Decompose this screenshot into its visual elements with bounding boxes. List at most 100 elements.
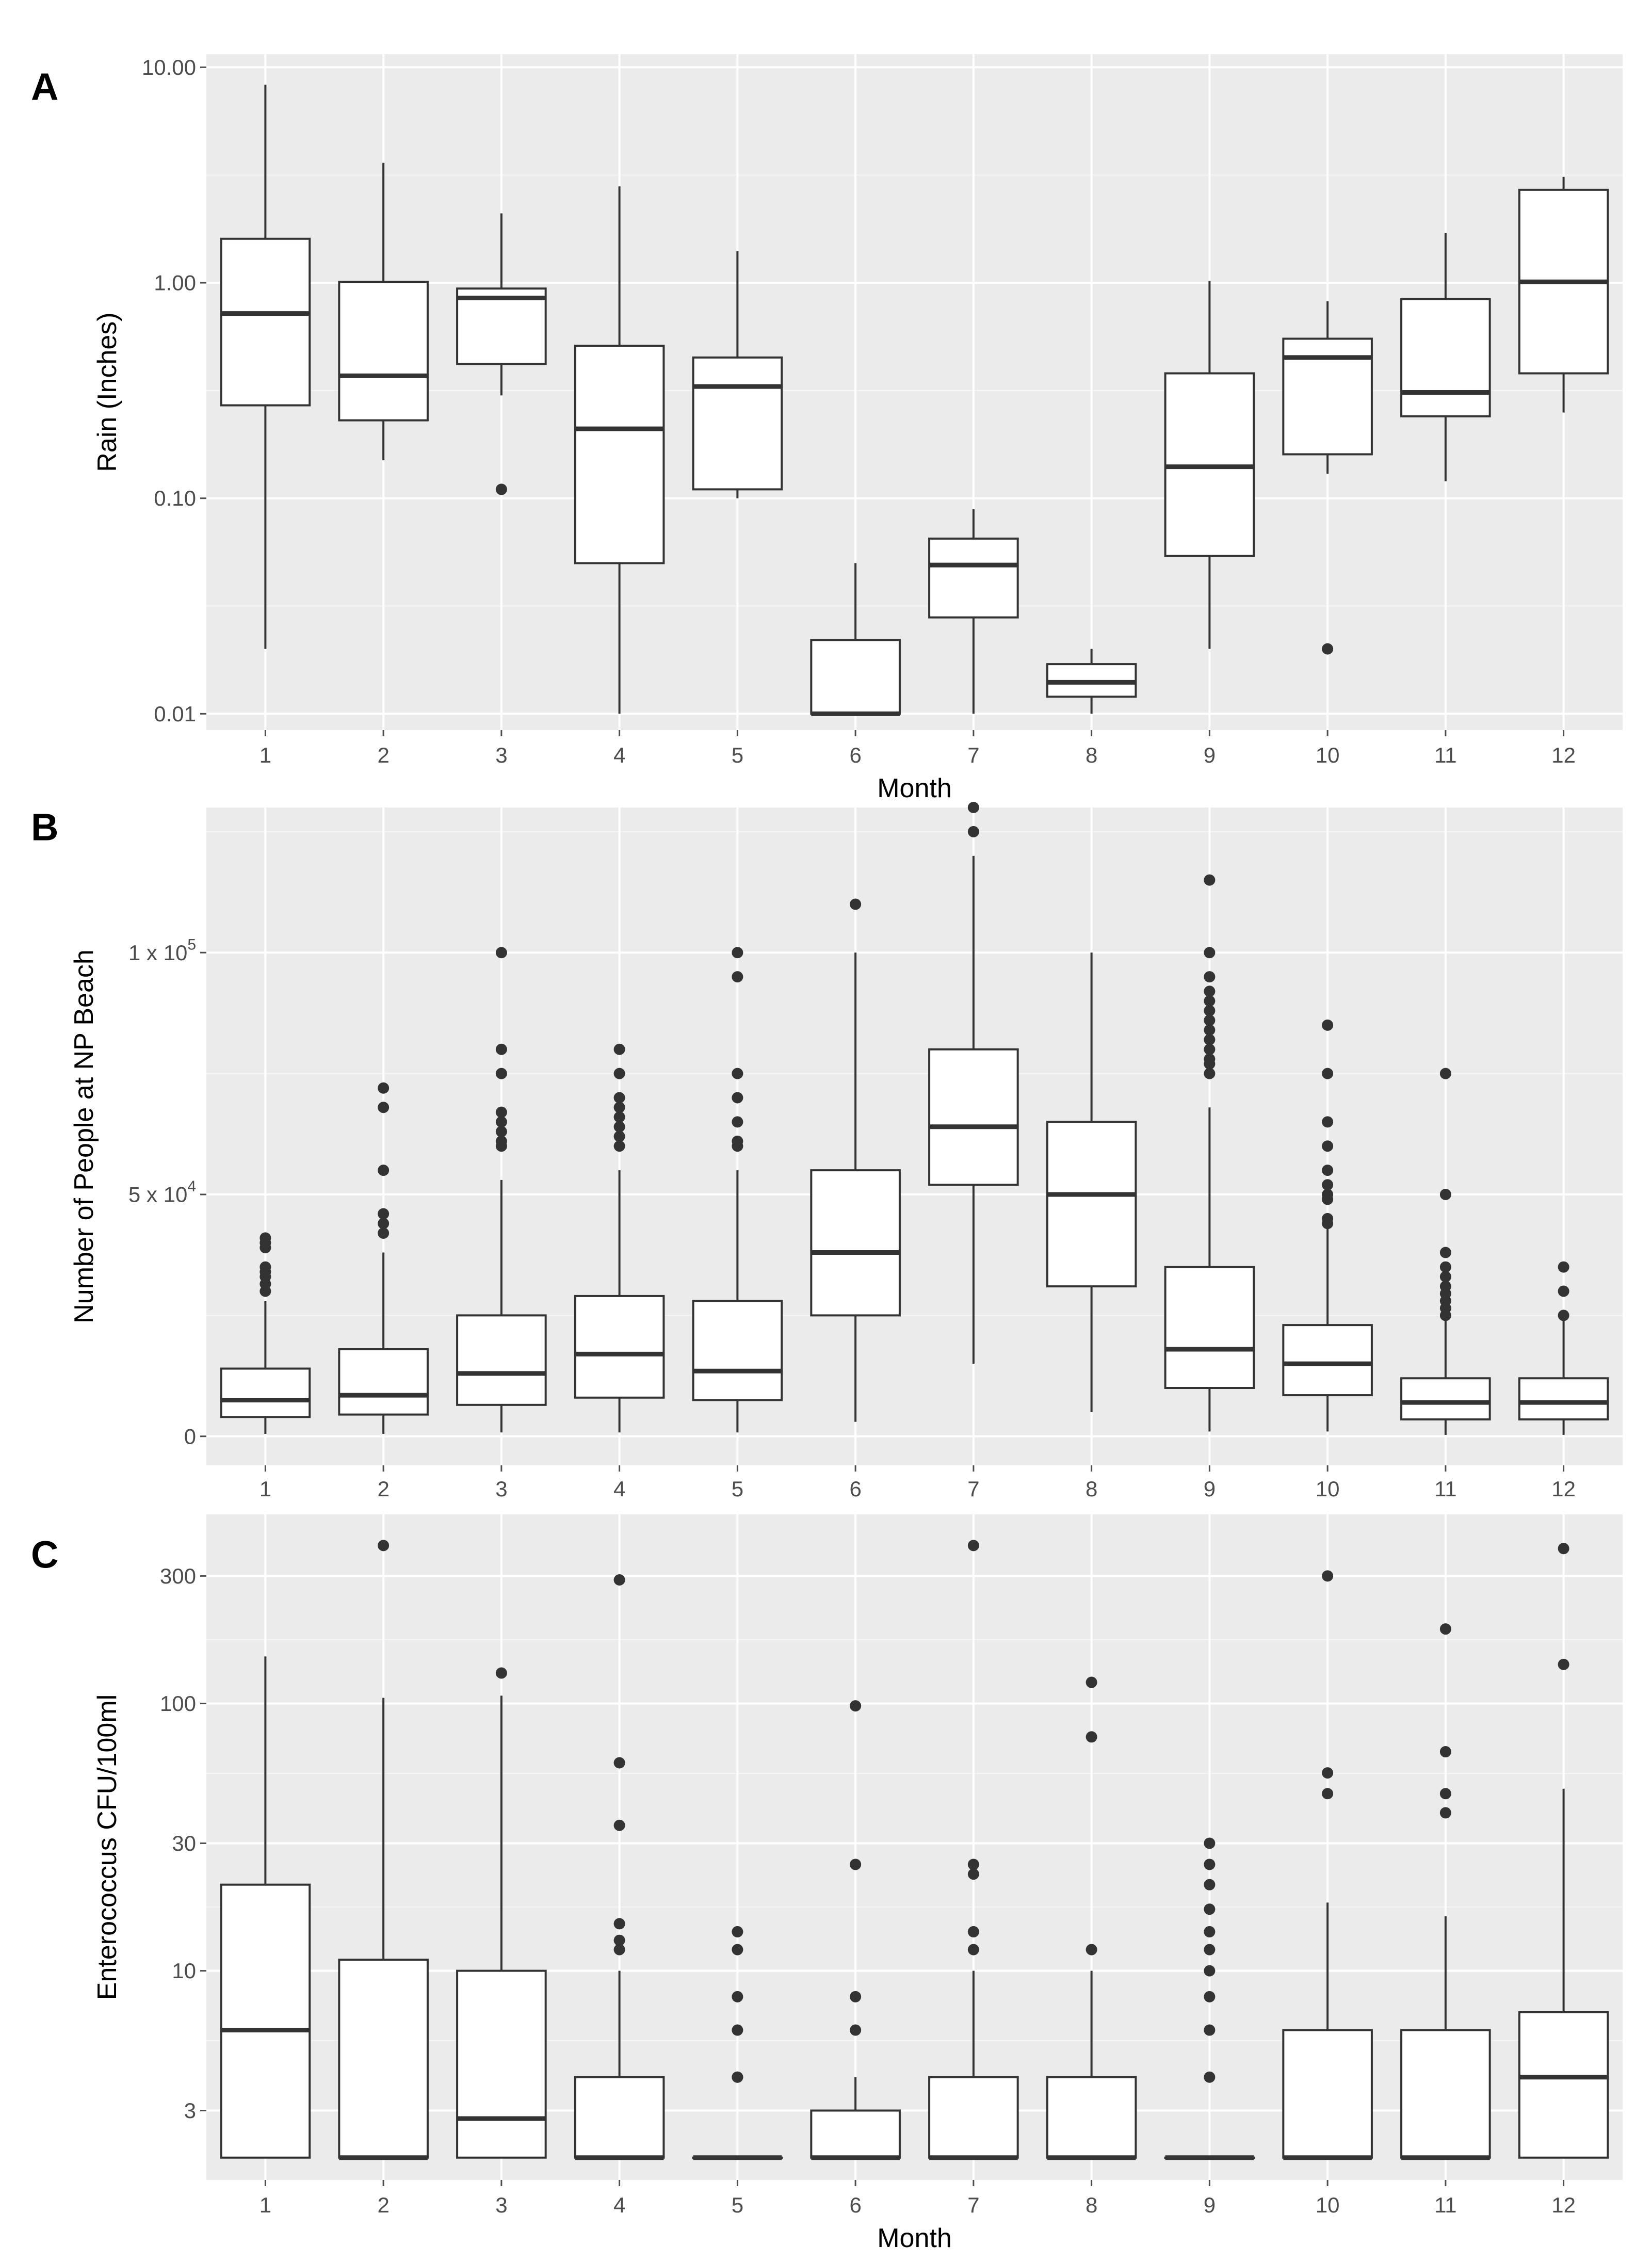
x-tick-label: 1 [260,1477,271,1501]
outlier-point [1204,1991,1216,2002]
outlier-point [1322,1570,1334,1582]
outlier-point [1204,1879,1216,1891]
box-iqr [338,281,429,422]
x-axis-title: Month [877,2223,952,2253]
plot-background [206,54,1623,730]
y-tick-label: 5 x 104 [128,1178,196,1207]
outlier-point [613,1068,625,1079]
outlier-point [1322,1213,1334,1224]
outlier-point [378,1227,390,1239]
x-tick-label: 9 [1204,743,1216,767]
x-tick-label: 4 [613,2193,625,2217]
box-month-5 [692,947,783,1433]
outlier-point [613,1043,625,1055]
x-tick-label: 4 [613,1477,625,1501]
x-tick-label: 3 [495,743,507,767]
outlier-point [1204,1005,1216,1016]
outlier-point [613,1944,625,1956]
outlier-point [1086,1944,1097,1956]
x-tick-label: 2 [377,743,389,767]
outlier-point [613,1111,625,1123]
x-tick-label: 8 [1086,2193,1097,2217]
box-iqr [692,356,783,491]
outlier-point [850,2024,862,2036]
box-month-7 [928,1540,1019,2160]
y-tick-label: 1 x 105 [128,936,196,965]
x-tick-label: 8 [1086,743,1097,767]
outlier-point [1204,995,1216,1007]
outlier-point [732,2071,743,2083]
outlier-point [378,1218,390,1230]
x-tick-label: 7 [967,2193,979,2217]
x-tick-label: 5 [732,743,743,767]
outlier-point [1558,1285,1569,1297]
box-month-6 [810,898,901,1422]
y-tick-label: 10 [172,1959,196,1983]
box-month-9 [1164,281,1255,649]
box-iqr [810,2109,901,2159]
box-month-10 [1282,1019,1373,1432]
outlier-point [1558,1543,1569,1555]
box-month-9 [1164,874,1255,1432]
x-tick-label: 12 [1551,2193,1576,2217]
outlier-point [613,1757,625,1769]
x-tick-label: 8 [1086,1477,1097,1501]
outlier-point [1086,1731,1097,1743]
outlier-point [1204,1903,1216,1915]
outlier-point [967,1868,979,1880]
outlier-point [495,947,507,959]
outlier-point [613,1121,625,1133]
box-iqr [574,1295,665,1399]
box-month-7 [928,509,1019,714]
outlier-point [732,1116,743,1128]
outlier-point [1322,1189,1334,1200]
outlier-point [613,1934,625,1946]
y-tick-label: 10.00 [142,55,196,79]
x-tick-label: 1 [260,743,271,767]
x-tick-label: 9 [1204,2193,1216,2217]
outlier-point [1439,1247,1451,1258]
outlier-point [613,1130,625,1142]
box-iqr [456,1969,547,2159]
x-tick-label: 3 [495,2193,507,2217]
y-tick-label: 300 [160,1564,196,1588]
y-tick-label: 0 [184,1424,196,1448]
outlier-point [613,1092,625,1104]
box-iqr [1164,1266,1255,1389]
outlier-point [1439,1068,1451,1079]
x-tick-label: 9 [1204,1477,1216,1501]
outlier-point [1204,874,1216,886]
outlier-point [1322,1140,1334,1152]
outlier-point [1322,1179,1334,1191]
outlier-point [378,1102,390,1113]
box-month-4 [574,1043,665,1433]
box-iqr [1046,2076,1137,2159]
outlier-point [613,1102,625,1113]
outlier-point [732,971,743,983]
outlier-point [732,947,743,959]
outlier-point [1322,1116,1334,1128]
outlier-point [1439,1261,1451,1273]
box-month-6 [810,1700,901,2160]
box-iqr [810,1169,901,1317]
x-tick-label: 3 [495,1477,507,1501]
box-iqr [1400,2029,1491,2159]
outlier-point [378,1082,390,1094]
outlier-point [1322,1788,1334,1800]
outlier-point [732,1068,743,1079]
outlier-point [378,1208,390,1220]
box-iqr [574,345,665,564]
box-iqr [456,287,547,365]
outlier-point [495,1116,507,1128]
box-month-10 [1282,301,1373,655]
outlier-point [495,1667,507,1679]
x-tick-label: 1 [260,2193,271,2217]
outlier-point [1558,1261,1569,1273]
outlier-point [495,1043,507,1055]
outlier-point [1204,1837,1216,1849]
outlier-point [1558,1658,1569,1670]
box-month-7 [928,802,1019,1364]
x-axis-title: Month [877,773,952,803]
